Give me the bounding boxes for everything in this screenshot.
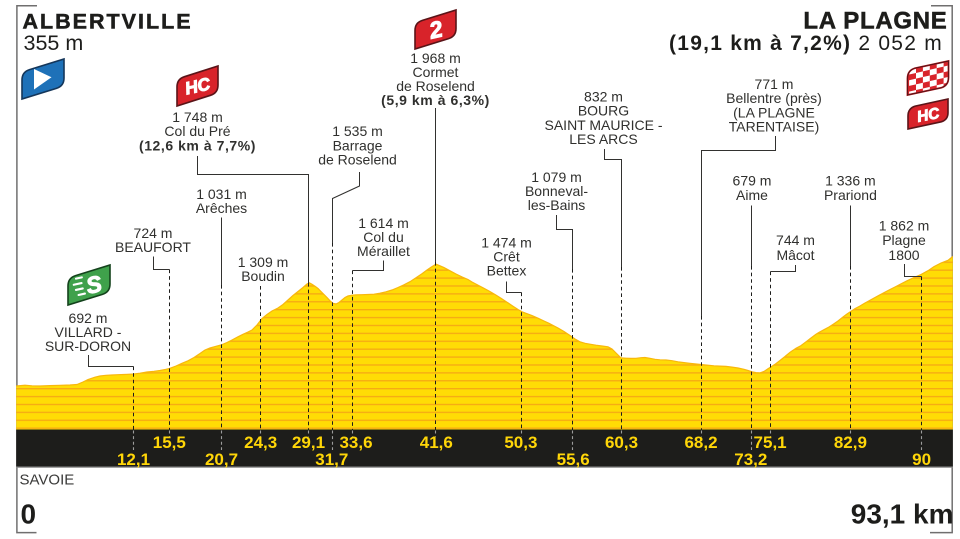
svg-text:de Roselend: de Roselend bbox=[396, 78, 475, 94]
svg-text:Bellentre (près): Bellentre (près) bbox=[726, 90, 822, 106]
svg-text:les-Bains: les-Bains bbox=[528, 197, 586, 213]
svg-text:24,3: 24,3 bbox=[244, 433, 277, 452]
svg-text:HC: HC bbox=[183, 73, 212, 98]
svg-text:771 m: 771 m bbox=[755, 76, 794, 92]
svg-text:Crêt: Crêt bbox=[493, 249, 520, 265]
svg-text:SAVOIE: SAVOIE bbox=[20, 472, 75, 489]
svg-text:Col du Pré: Col du Pré bbox=[164, 123, 230, 139]
svg-text:41,6: 41,6 bbox=[420, 433, 453, 452]
svg-text:29,1: 29,1 bbox=[292, 433, 325, 452]
svg-text:Col du: Col du bbox=[363, 229, 403, 245]
svg-text:BEAUFORT: BEAUFORT bbox=[115, 239, 191, 255]
svg-text:SUR-DORON: SUR-DORON bbox=[45, 338, 131, 354]
svg-text:1 309 m: 1 309 m bbox=[238, 254, 289, 270]
svg-text:12,1: 12,1 bbox=[117, 450, 150, 469]
svg-text:HC: HC bbox=[916, 105, 942, 126]
svg-text:LA PLAGNE: LA PLAGNE bbox=[803, 8, 947, 35]
svg-text:832 m: 832 m bbox=[584, 89, 623, 105]
svg-text:TARENTAISE): TARENTAISE) bbox=[729, 119, 820, 135]
svg-text:Plagne: Plagne bbox=[882, 232, 926, 248]
svg-text:(19,1 km à 7,2%) 2 052 m: (19,1 km à 7,2%) 2 052 m bbox=[669, 32, 943, 55]
svg-text:Arêches: Arêches bbox=[196, 200, 247, 216]
svg-text:60,3: 60,3 bbox=[605, 433, 638, 452]
svg-text:355 m: 355 m bbox=[24, 31, 84, 55]
svg-text:1 474 m: 1 474 m bbox=[481, 235, 532, 251]
svg-text:Aime: Aime bbox=[736, 187, 768, 203]
svg-text:1 614 m: 1 614 m bbox=[358, 215, 409, 231]
svg-text:S: S bbox=[84, 270, 105, 299]
svg-text:55,6: 55,6 bbox=[557, 450, 590, 469]
svg-text:73,2: 73,2 bbox=[734, 450, 767, 469]
svg-text:82,9: 82,9 bbox=[834, 433, 867, 452]
svg-text:1800: 1800 bbox=[888, 247, 919, 263]
svg-text:(5,9 km à 6,3%): (5,9 km à 6,3%) bbox=[381, 92, 490, 108]
svg-text:1 748 m: 1 748 m bbox=[172, 109, 223, 125]
svg-text:68,2: 68,2 bbox=[684, 433, 717, 452]
svg-text:Prariond: Prariond bbox=[824, 187, 877, 203]
svg-text:Mâcot: Mâcot bbox=[776, 247, 814, 263]
svg-text:90: 90 bbox=[912, 450, 931, 469]
svg-text:LES ARCS: LES ARCS bbox=[569, 131, 637, 147]
svg-text:15,5: 15,5 bbox=[153, 433, 186, 452]
svg-text:31,7: 31,7 bbox=[315, 450, 348, 469]
svg-text:93,1 km: 93,1 km bbox=[851, 499, 954, 530]
svg-text:2: 2 bbox=[426, 15, 445, 43]
svg-text:VILLARD -: VILLARD - bbox=[55, 324, 122, 340]
svg-text:1 968 m: 1 968 m bbox=[410, 50, 461, 66]
svg-text:Barrage: Barrage bbox=[333, 138, 383, 154]
svg-text:1 862 m: 1 862 m bbox=[879, 218, 930, 234]
svg-text:Bettex: Bettex bbox=[487, 263, 527, 279]
svg-text:SAINT MAURICE -: SAINT MAURICE - bbox=[545, 117, 663, 133]
svg-text:724 m: 724 m bbox=[134, 225, 173, 241]
svg-text:692 m: 692 m bbox=[69, 310, 108, 326]
svg-text:75,1: 75,1 bbox=[754, 433, 787, 452]
svg-text:de Roselend: de Roselend bbox=[318, 152, 397, 168]
svg-text:Cormet: Cormet bbox=[413, 64, 459, 80]
svg-text:20,7: 20,7 bbox=[205, 450, 238, 469]
svg-text:Boudin: Boudin bbox=[241, 268, 285, 284]
svg-text:679 m: 679 m bbox=[733, 173, 772, 189]
svg-text:744 m: 744 m bbox=[776, 232, 815, 248]
svg-text:BOURG: BOURG bbox=[578, 103, 629, 119]
svg-text:Méraillet: Méraillet bbox=[357, 243, 410, 259]
svg-text:1 031 m: 1 031 m bbox=[196, 186, 247, 202]
svg-text:50,3: 50,3 bbox=[504, 433, 537, 452]
svg-text:ALBERTVILLE: ALBERTVILLE bbox=[23, 10, 193, 34]
svg-text:1 336 m: 1 336 m bbox=[825, 173, 876, 189]
svg-text:Bonneval-: Bonneval- bbox=[525, 183, 588, 199]
svg-text:0: 0 bbox=[21, 499, 37, 530]
svg-text:1 079 m: 1 079 m bbox=[531, 169, 582, 185]
svg-text:33,6: 33,6 bbox=[339, 433, 372, 452]
svg-text:1 535 m: 1 535 m bbox=[332, 123, 383, 139]
svg-text:(12,6 km à 7,7%): (12,6 km à 7,7%) bbox=[139, 138, 256, 154]
svg-text:(LA PLAGNE: (LA PLAGNE bbox=[733, 104, 815, 120]
